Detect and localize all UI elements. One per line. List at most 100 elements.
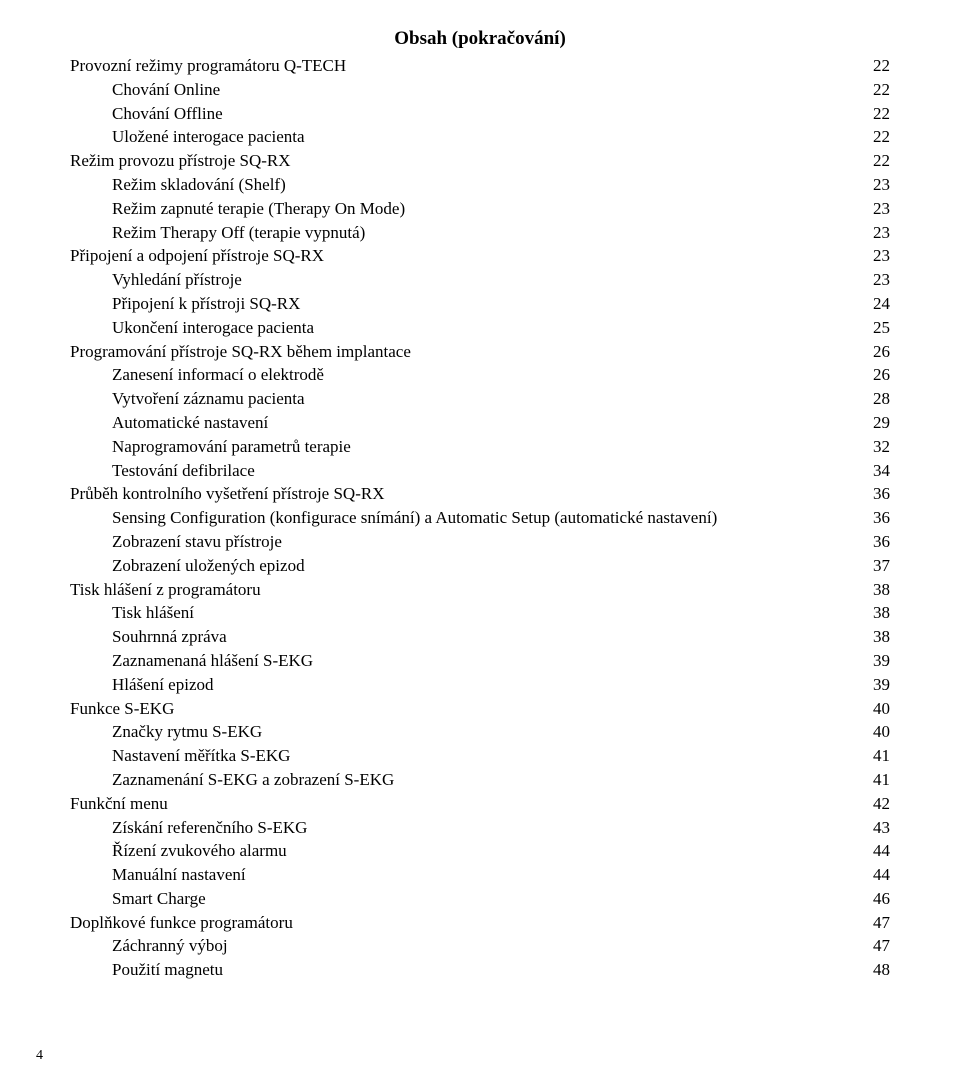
toc-entry-label: Smart Charge: [70, 887, 866, 911]
toc-entry-page: 36: [866, 482, 890, 506]
toc-entry: Ukončení interogace pacienta25: [70, 316, 890, 340]
toc-entry-page: 48: [866, 958, 890, 982]
toc-entry-page: 47: [866, 934, 890, 958]
toc-entry-page: 36: [866, 530, 890, 554]
toc-entry: Vytvoření záznamu pacienta28: [70, 387, 890, 411]
toc-entry-label: Zanesení informací o elektrodě: [70, 363, 866, 387]
toc-entry-label: Připojení a odpojení přístroje SQ-RX: [70, 244, 866, 268]
toc-entry-page: 38: [866, 601, 890, 625]
toc-entry: Vyhledání přístroje23: [70, 268, 890, 292]
toc-entry-label: Zaznamenání S-EKG a zobrazení S-EKG: [70, 768, 866, 792]
toc-entry-page: 22: [866, 125, 890, 149]
toc-entry: Nastavení měřítka S-EKG41: [70, 744, 890, 768]
toc-entry-label: Tisk hlášení: [70, 601, 866, 625]
toc-entry-page: 47: [866, 911, 890, 935]
toc-entry-label: Zobrazení uložených epizod: [70, 554, 866, 578]
toc-entry-label: Manuální nastavení: [70, 863, 866, 887]
toc-entry: Testování defibrilace34: [70, 459, 890, 483]
toc-entry: Tisk hlášení38: [70, 601, 890, 625]
toc-entry: Použití magnetu48: [70, 958, 890, 982]
toc-entry-page: 23: [866, 197, 890, 221]
toc-entry-label: Tisk hlášení z programátoru: [70, 578, 866, 602]
toc-entry-page: 44: [866, 839, 890, 863]
toc-entry-page: 23: [866, 221, 890, 245]
toc-entry-label: Provozní režimy programátoru Q-TECH: [70, 54, 866, 78]
toc-entry-label: Zaznamenaná hlášení S-EKG: [70, 649, 866, 673]
toc-entry-page: 44: [866, 863, 890, 887]
toc-entry-label: Zobrazení stavu přístroje: [70, 530, 866, 554]
toc-entry-label: Režim zapnuté terapie (Therapy On Mode): [70, 197, 866, 221]
toc-entry-page: 22: [866, 149, 890, 173]
toc-entry-page: 28: [866, 387, 890, 411]
toc-entry-page: 26: [866, 363, 890, 387]
toc-entry: Zobrazení stavu přístroje36: [70, 530, 890, 554]
toc-entry: Režim skladování (Shelf)23: [70, 173, 890, 197]
toc-entry-label: Doplňkové funkce programátoru: [70, 911, 866, 935]
toc-entry: Získání referenčního S-EKG43: [70, 816, 890, 840]
toc-entry: Sensing Configuration (konfigurace snímá…: [70, 506, 890, 530]
page-number: 4: [36, 1048, 43, 1064]
toc-entry: Chování Online22: [70, 78, 890, 102]
toc-entry-label: Hlášení epizod: [70, 673, 866, 697]
toc-entry: Průběh kontrolního vyšetření přístroje S…: [70, 482, 890, 506]
toc-entry-page: 37: [866, 554, 890, 578]
toc-entry-page: 40: [866, 720, 890, 744]
toc-entry: Automatické nastavení29: [70, 411, 890, 435]
toc-entry: Připojení a odpojení přístroje SQ-RX23: [70, 244, 890, 268]
toc-entry: Režim Therapy Off (terapie vypnutá)23: [70, 221, 890, 245]
toc-entry-label: Režim skladování (Shelf): [70, 173, 866, 197]
toc-entry-page: 23: [866, 244, 890, 268]
toc-entry: Řízení zvukového alarmu44: [70, 839, 890, 863]
toc-entry-label: Testování defibrilace: [70, 459, 866, 483]
toc-entry: Funkce S-EKG40: [70, 697, 890, 721]
toc-entry-page: 36: [866, 506, 890, 530]
toc-entry-label: Sensing Configuration (konfigurace snímá…: [70, 506, 866, 530]
toc-entry: Provozní režimy programátoru Q-TECH22: [70, 54, 890, 78]
toc-entry: Režim provozu přístroje SQ-RX22: [70, 149, 890, 173]
toc-entry: Naprogramování parametrů terapie32: [70, 435, 890, 459]
toc-entry: Souhrnná zpráva38: [70, 625, 890, 649]
toc-entry-label: Vyhledání přístroje: [70, 268, 866, 292]
toc-entry-label: Průběh kontrolního vyšetření přístroje S…: [70, 482, 866, 506]
toc-entry: Připojení k přístroji SQ-RX24: [70, 292, 890, 316]
toc-entry: Funkční menu42: [70, 792, 890, 816]
toc-entry-label: Režim Therapy Off (terapie vypnutá): [70, 221, 866, 245]
toc-entry-label: Souhrnná zpráva: [70, 625, 866, 649]
toc-entry: Smart Charge46: [70, 887, 890, 911]
toc-entry-page: 24: [866, 292, 890, 316]
toc-entry-page: 39: [866, 673, 890, 697]
toc-entry-page: 23: [866, 173, 890, 197]
toc-entry-page: 34: [866, 459, 890, 483]
toc-entry: Zaznamenání S-EKG a zobrazení S-EKG41: [70, 768, 890, 792]
toc-entry-label: Vytvoření záznamu pacienta: [70, 387, 866, 411]
toc-entry-page: 39: [866, 649, 890, 673]
document-page: Obsah (pokračování) Provozní režimy prog…: [0, 0, 960, 1092]
toc-entry-label: Ukončení interogace pacienta: [70, 316, 866, 340]
toc-entry-label: Režim provozu přístroje SQ-RX: [70, 149, 866, 173]
toc-entry-label: Použití magnetu: [70, 958, 866, 982]
toc-entry-page: 40: [866, 697, 890, 721]
toc-entry-page: 32: [866, 435, 890, 459]
toc-entry-label: Záchranný výboj: [70, 934, 866, 958]
toc-entry: Značky rytmu S-EKG40: [70, 720, 890, 744]
toc-entry-page: 26: [866, 340, 890, 364]
toc-entry-page: 22: [866, 54, 890, 78]
toc-entry: Uložené interogace pacienta22: [70, 125, 890, 149]
toc-entry-page: 41: [866, 744, 890, 768]
toc-entry-label: Získání referenčního S-EKG: [70, 816, 866, 840]
toc-entry: Zanesení informací o elektrodě26: [70, 363, 890, 387]
toc-entry-page: 42: [866, 792, 890, 816]
toc-entry-label: Značky rytmu S-EKG: [70, 720, 866, 744]
toc-entry-page: 29: [866, 411, 890, 435]
toc-entry-label: Řízení zvukového alarmu: [70, 839, 866, 863]
toc-entry: Zobrazení uložených epizod37: [70, 554, 890, 578]
toc-entry-page: 23: [866, 268, 890, 292]
toc-entry: Režim zapnuté terapie (Therapy On Mode)2…: [70, 197, 890, 221]
toc-entry: Zaznamenaná hlášení S-EKG39: [70, 649, 890, 673]
toc-entry: Hlášení epizod39: [70, 673, 890, 697]
toc-entry-label: Uložené interogace pacienta: [70, 125, 866, 149]
toc-entry-label: Funkční menu: [70, 792, 866, 816]
toc-entry: Doplňkové funkce programátoru47: [70, 911, 890, 935]
toc-entry-label: Naprogramování parametrů terapie: [70, 435, 866, 459]
toc-entry-page: 43: [866, 816, 890, 840]
